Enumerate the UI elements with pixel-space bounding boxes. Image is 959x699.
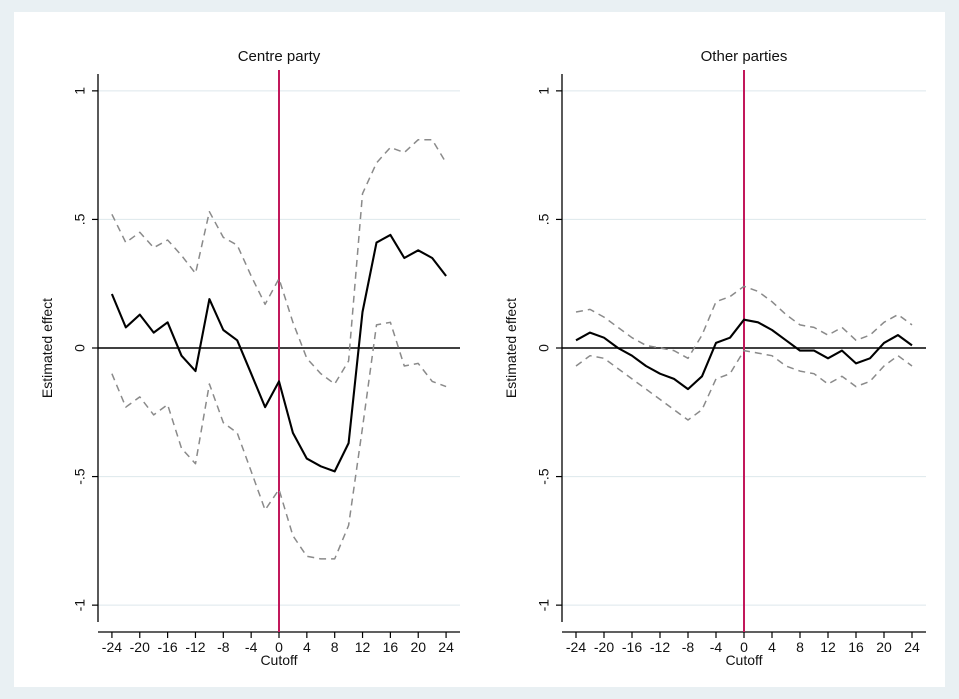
- x-tick-label: -20: [130, 639, 150, 655]
- y-tick-label: .5: [72, 213, 88, 225]
- x-tick-label: -8: [217, 639, 230, 655]
- estimate-line: [110, 233, 447, 473]
- x-tick-label: -12: [185, 639, 205, 655]
- figure: 1 .5 0 -.5 -1 -24 -20 -16 -12 -8 -4 0 4 8 12 16 20 24 Cuto…: [14, 12, 945, 687]
- y-tick-label: -.5: [536, 468, 552, 485]
- x-tick-label: -20: [594, 639, 614, 655]
- panel-title: Other parties: [701, 48, 788, 65]
- lower-ci-line: [111, 321, 447, 560]
- x-tick-label: 0: [275, 639, 283, 655]
- x-tick-label: 24: [438, 639, 454, 655]
- y-tick-label: -1: [536, 599, 552, 612]
- x-tick-label: 8: [331, 639, 339, 655]
- y-tick-label: 0: [72, 344, 88, 352]
- x-tick-label: 16: [383, 639, 399, 655]
- x-tick-label: -24: [566, 639, 586, 655]
- x-tick-label: -12: [650, 639, 670, 655]
- x-tick-label: 20: [876, 639, 892, 655]
- x-tick-label: 0: [740, 639, 748, 655]
- x-tick-label: -24: [102, 639, 122, 655]
- x-axis-title: Cutoff: [725, 652, 762, 668]
- x-tick-label: 12: [820, 639, 836, 655]
- y-tick-label: 1: [72, 87, 88, 95]
- x-tick-label: -16: [622, 639, 642, 655]
- x-tick-label: 4: [303, 639, 311, 655]
- x-tick-label: 4: [768, 639, 776, 655]
- y-axis-title: Estimated effect: [39, 298, 55, 398]
- x-tick-label: -8: [682, 639, 695, 655]
- y-axis-title: Estimated effect: [503, 298, 519, 398]
- estimate-line: [575, 318, 913, 391]
- y-tick-label: -1: [72, 599, 88, 612]
- upper-ci-line: [111, 138, 447, 385]
- chart-figure: 1 .5 0 -.5 -1 -24 -20 -16 -12 -8 -4 0 4 8 12 16 20 24 Cuto…: [39, 48, 926, 668]
- panel-centre-party: 1 .5 0 -.5 -1 -24 -20 -16 -12 -8 -4 0 4 8 12 16 20 24 Cuto…: [39, 48, 460, 668]
- x-tick-label: -16: [157, 639, 177, 655]
- x-tick-label: -4: [710, 639, 723, 655]
- y-tick-label: 1: [536, 87, 552, 95]
- x-tick-label: 8: [796, 639, 804, 655]
- panel-other-parties: 1 .5 0 -.5 -1 -24 -20 -16 -12 -8 -4 0 4 8 12 16 20 24 Cuto…: [503, 48, 926, 668]
- x-tick-label: 16: [848, 639, 864, 655]
- x-tick-label: -4: [245, 639, 258, 655]
- lower-ci-line: [575, 349, 913, 421]
- upper-ci-line: [575, 285, 913, 360]
- x-tick-label: 12: [355, 639, 371, 655]
- x-tick-label: 24: [904, 639, 920, 655]
- x-axis-title: Cutoff: [260, 652, 297, 668]
- y-tick-label: .5: [536, 213, 552, 225]
- x-tick-label: 20: [410, 639, 426, 655]
- y-tick-label: 0: [536, 344, 552, 352]
- y-tick-label: -.5: [72, 468, 88, 485]
- panel-title: Centre party: [238, 48, 321, 65]
